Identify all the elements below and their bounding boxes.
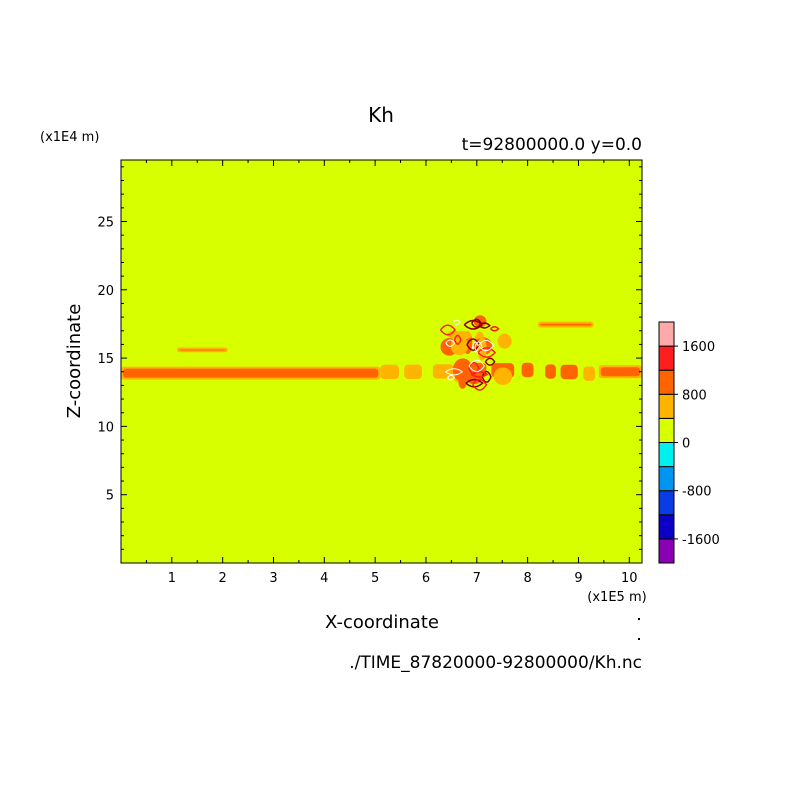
band-patch — [583, 366, 596, 381]
colorbar-label: -800 — [682, 485, 712, 500]
band-patch — [380, 364, 400, 380]
y-tick-label: 25 — [97, 215, 114, 230]
y-tick-label: 15 — [97, 352, 114, 367]
band-patch — [545, 364, 556, 379]
chart-subtitle: t=92800000.0 y=0.0 — [462, 135, 642, 155]
band-patch — [404, 364, 422, 379]
cell-contour — [472, 378, 488, 391]
upper-streak-right — [537, 321, 594, 328]
cell-contour — [478, 339, 495, 352]
x-tick-label: 10 — [621, 571, 638, 586]
colorbar-swatch — [658, 345, 675, 371]
main-band-core — [123, 368, 379, 378]
field-features — [121, 315, 642, 391]
colorbar-swatch — [658, 321, 675, 347]
cell-blob — [493, 367, 513, 386]
colorbar-swatch — [658, 393, 675, 419]
marker-dot — [638, 638, 640, 640]
colorbar-swatch — [658, 442, 675, 468]
plot-area: 1 2 3 4 5 6 7 8 9 10 5 10 15 20 25 — [97, 159, 643, 586]
band-patch — [521, 362, 534, 378]
turbulent-cell — [439, 315, 513, 391]
x-tick-label: 6 — [422, 571, 430, 586]
x-tick-label: 8 — [523, 571, 531, 586]
cell-contour — [452, 319, 461, 325]
x-tick-label: 3 — [269, 571, 277, 586]
x-tick-label: 2 — [219, 571, 227, 586]
marker-dot — [638, 618, 640, 620]
y-tick-label: 20 — [97, 284, 114, 299]
cell-contour — [468, 359, 485, 373]
cell-contour — [474, 341, 483, 354]
chart-title: Kh — [368, 103, 394, 127]
x-tick-label: 4 — [320, 571, 328, 586]
band-patch — [560, 364, 578, 380]
cell-contour — [445, 339, 456, 347]
cell-contour — [453, 334, 462, 345]
cell-contour — [465, 378, 484, 388]
colorbar-label: -1600 — [682, 533, 720, 548]
main-band-right — [598, 365, 642, 379]
colorbar-swatch — [658, 369, 675, 395]
colorbar-swatch — [658, 417, 675, 443]
cell-contour — [490, 326, 500, 332]
colorbar-label: 1600 — [682, 340, 715, 355]
cell-blob — [497, 333, 512, 349]
colorbar: -1600 -800 0 800 1600 — [658, 321, 720, 564]
upper-streak-right-core — [539, 323, 592, 326]
footer-path: ./TIME_87820000-92800000/Kh.nc — [349, 653, 642, 673]
cell-contour — [445, 368, 464, 376]
cell-contour — [478, 322, 491, 329]
x-tick-label: 5 — [371, 571, 379, 586]
colorbar-label: 800 — [682, 388, 707, 403]
cell-contour — [468, 361, 480, 375]
x-axis-label: X-coordinate — [325, 612, 439, 633]
x-tick-label: 1 — [168, 571, 176, 586]
colorbar-label: 0 — [682, 437, 690, 452]
main-band-right-core — [600, 367, 640, 377]
cell-blob — [450, 336, 469, 356]
cell-blob — [458, 376, 467, 389]
x-unit-label: (x1E5 m) — [587, 590, 646, 605]
plot-frame — [120, 159, 643, 564]
upper-streak-left-core — [178, 349, 226, 351]
colorbar-swatch — [658, 514, 675, 540]
x-tick-label: 9 — [574, 571, 582, 586]
cell-contour — [447, 374, 456, 381]
main-band — [121, 366, 381, 380]
colorbar-swatch — [658, 490, 675, 516]
plot-background — [121, 160, 642, 563]
x-ticks: 1 2 3 4 5 6 7 8 9 10 — [145, 160, 638, 586]
colorbar-swatch — [658, 466, 675, 492]
y-tick-label: 10 — [97, 420, 114, 435]
y-unit-label: (x1E4 m) — [40, 130, 99, 145]
y-ticks: 5 10 15 20 25 — [97, 166, 642, 550]
cell-contour — [439, 324, 456, 336]
upper-streak-left — [176, 347, 228, 353]
band-patch — [432, 364, 454, 379]
cell-contour — [484, 357, 496, 366]
y-axis-label: Z-coordinate — [64, 304, 85, 419]
x-tick-label: 7 — [473, 571, 481, 586]
cell-contour — [477, 347, 497, 358]
y-tick-label: 5 — [106, 489, 114, 504]
colorbar-swatch — [658, 538, 675, 564]
cell-contour — [463, 319, 484, 330]
